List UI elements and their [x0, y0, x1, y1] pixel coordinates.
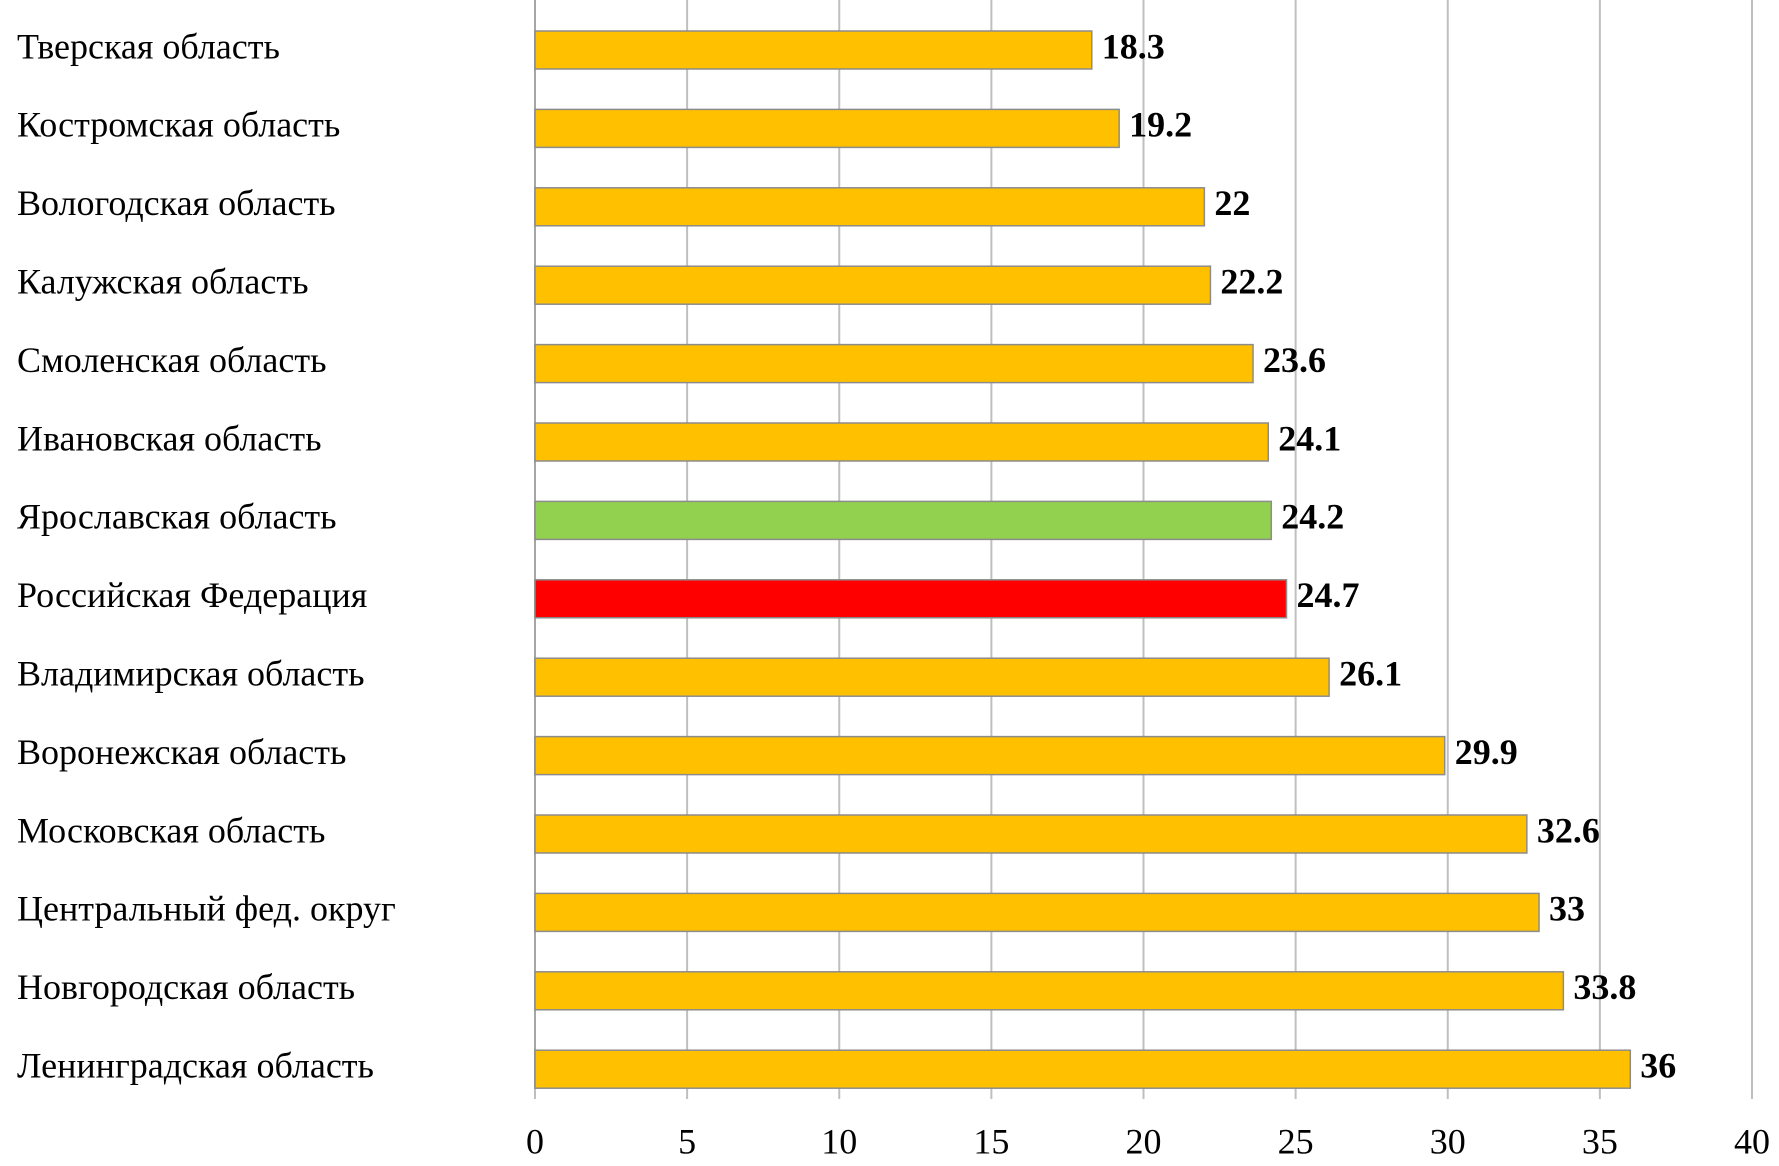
category-label: Российская Федерация [17, 575, 367, 615]
bar [534, 187, 1206, 227]
x-tick-label: 25 [1278, 1121, 1314, 1161]
x-tick-label: 40 [1734, 1121, 1770, 1161]
category-label: Ивановская область [17, 418, 322, 458]
value-label: 24.1 [1278, 418, 1341, 458]
x-tick-label: 10 [821, 1121, 857, 1161]
bar [534, 971, 1565, 1011]
x-tick-label: 35 [1582, 1121, 1618, 1161]
x-tick-label: 0 [526, 1121, 544, 1161]
category-label: Тверская область [17, 26, 280, 66]
category-label: Центральный фед. округ [17, 889, 396, 929]
bar [534, 265, 1212, 305]
category-label: Воронежская область [17, 732, 346, 772]
bar [534, 1049, 1632, 1089]
category-label: Калужская область [17, 261, 309, 301]
bar [534, 735, 1446, 776]
bar [534, 657, 1330, 697]
value-label: 26.1 [1339, 653, 1402, 693]
category-label: Новгородская область [17, 967, 355, 1007]
x-tick-label: 20 [1126, 1121, 1162, 1161]
category-label: Московская область [17, 810, 325, 850]
bar [534, 30, 1093, 70]
value-label: 32.6 [1537, 810, 1600, 850]
bar [534, 422, 1269, 462]
value-label: 23.6 [1263, 340, 1326, 380]
value-label: 18.3 [1102, 26, 1165, 66]
x-tick-label: 5 [678, 1121, 696, 1161]
category-label: Ленинградская область [17, 1045, 374, 1085]
value-label: 33.8 [1573, 967, 1636, 1007]
category-label: Ярославская область [17, 497, 337, 537]
category-label: Владимирская область [17, 653, 365, 693]
value-label: 22 [1214, 183, 1250, 223]
category-label: Смоленская область [17, 340, 326, 380]
bar [534, 500, 1273, 541]
value-label: 24.2 [1281, 497, 1344, 537]
value-label: 33 [1549, 889, 1585, 929]
x-tick-label: 15 [973, 1121, 1009, 1161]
bar [534, 892, 1540, 933]
value-label: 24.7 [1296, 575, 1359, 615]
x-tick-label: 30 [1430, 1121, 1466, 1161]
category-label: Костромская область [17, 105, 340, 145]
bar [534, 343, 1254, 384]
bar [534, 579, 1288, 619]
value-label: 36 [1640, 1045, 1676, 1085]
bar [534, 108, 1120, 149]
value-label: 29.9 [1455, 732, 1518, 772]
category-label: Вологодская область [17, 183, 336, 223]
value-label: 19.2 [1129, 105, 1192, 145]
bar [534, 814, 1528, 854]
value-label: 22.2 [1220, 261, 1283, 301]
